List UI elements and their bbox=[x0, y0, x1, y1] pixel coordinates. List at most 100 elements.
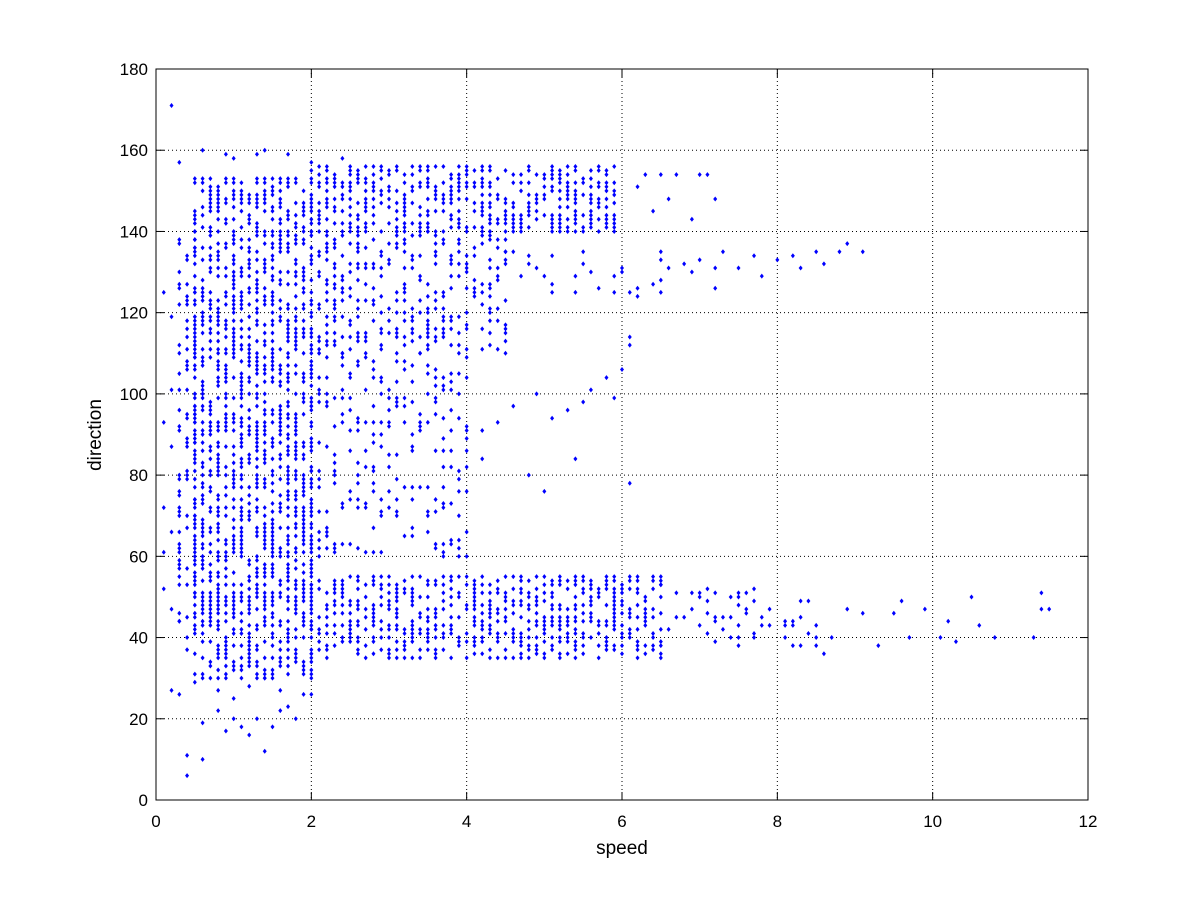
data-point bbox=[254, 626, 259, 632]
data-point bbox=[550, 253, 555, 259]
data-point bbox=[262, 354, 267, 360]
data-point bbox=[519, 220, 524, 226]
data-point bbox=[324, 168, 329, 174]
data-point bbox=[371, 610, 376, 616]
data-point bbox=[332, 578, 337, 584]
data-point bbox=[192, 610, 197, 616]
data-point bbox=[433, 228, 438, 234]
x-tick-label: 12 bbox=[1079, 812, 1098, 831]
data-point bbox=[262, 570, 267, 576]
data-point bbox=[200, 622, 205, 628]
data-point bbox=[247, 196, 252, 202]
data-point bbox=[588, 602, 593, 608]
data-point bbox=[254, 196, 259, 202]
data-point bbox=[581, 574, 586, 580]
data-point bbox=[286, 635, 291, 641]
data-point bbox=[425, 635, 430, 641]
data-point bbox=[239, 456, 244, 462]
data-point bbox=[301, 513, 306, 519]
data-point bbox=[200, 557, 205, 563]
data-point bbox=[309, 574, 314, 580]
data-point bbox=[247, 423, 252, 429]
data-point bbox=[658, 289, 663, 295]
data-point bbox=[332, 241, 337, 247]
data-point bbox=[379, 346, 384, 352]
data-point bbox=[200, 675, 205, 681]
data-point bbox=[254, 529, 259, 535]
y-tick-label: 100 bbox=[120, 385, 148, 404]
data-point bbox=[402, 639, 407, 645]
data-point bbox=[286, 318, 291, 324]
data-point bbox=[713, 618, 718, 624]
data-point bbox=[293, 269, 298, 275]
data-point bbox=[239, 537, 244, 543]
data-point bbox=[254, 176, 259, 182]
data-point bbox=[371, 204, 376, 210]
data-point bbox=[223, 322, 228, 328]
data-point bbox=[270, 440, 275, 446]
data-point bbox=[449, 176, 454, 182]
data-point bbox=[278, 362, 283, 368]
data-point bbox=[254, 716, 259, 722]
data-point bbox=[627, 610, 632, 616]
data-point bbox=[200, 289, 205, 295]
data-point bbox=[301, 618, 306, 624]
data-point bbox=[286, 513, 291, 519]
data-point bbox=[340, 285, 345, 291]
data-point bbox=[456, 224, 461, 230]
data-point bbox=[612, 586, 617, 592]
data-point bbox=[355, 277, 360, 283]
data-point bbox=[394, 224, 399, 230]
data-point bbox=[192, 679, 197, 685]
data-point bbox=[309, 297, 314, 303]
data-point bbox=[379, 342, 384, 348]
x-axis-label: speed bbox=[596, 838, 648, 859]
data-point bbox=[309, 334, 314, 340]
data-point bbox=[495, 419, 500, 425]
data-point bbox=[402, 310, 407, 316]
data-point bbox=[402, 358, 407, 364]
data-point bbox=[425, 647, 430, 653]
data-point bbox=[557, 224, 562, 230]
data-point bbox=[177, 285, 182, 291]
data-point bbox=[348, 334, 353, 340]
data-point bbox=[480, 163, 485, 169]
data-point bbox=[332, 423, 337, 429]
data-point bbox=[231, 342, 236, 348]
data-point bbox=[239, 724, 244, 730]
data-point bbox=[231, 419, 236, 425]
data-point bbox=[247, 249, 252, 255]
data-point bbox=[604, 204, 609, 210]
data-point bbox=[387, 464, 391, 470]
data-point bbox=[270, 545, 275, 551]
data-point bbox=[293, 241, 298, 247]
data-point bbox=[192, 484, 197, 490]
data-point bbox=[317, 614, 322, 620]
data-point bbox=[441, 606, 446, 612]
data-point bbox=[410, 639, 415, 645]
data-point bbox=[355, 261, 360, 267]
data-point bbox=[433, 626, 438, 632]
data-point bbox=[814, 643, 819, 649]
data-point bbox=[324, 257, 329, 263]
data-point bbox=[487, 220, 492, 226]
data-point bbox=[293, 606, 298, 612]
data-point bbox=[223, 362, 228, 368]
data-point bbox=[658, 574, 663, 580]
data-point bbox=[239, 541, 244, 547]
data-point bbox=[565, 216, 570, 222]
data-point bbox=[239, 297, 244, 303]
data-point bbox=[247, 663, 252, 669]
data-point bbox=[798, 265, 803, 271]
data-point bbox=[317, 440, 322, 446]
data-point bbox=[480, 326, 485, 332]
data-point bbox=[278, 318, 283, 324]
data-point bbox=[394, 639, 399, 645]
data-point bbox=[317, 346, 322, 352]
data-point bbox=[286, 151, 291, 157]
data-point bbox=[231, 228, 236, 234]
x-tick-label: 4 bbox=[462, 812, 471, 831]
data-point bbox=[293, 476, 298, 482]
data-point bbox=[223, 411, 228, 417]
data-point bbox=[542, 590, 547, 596]
